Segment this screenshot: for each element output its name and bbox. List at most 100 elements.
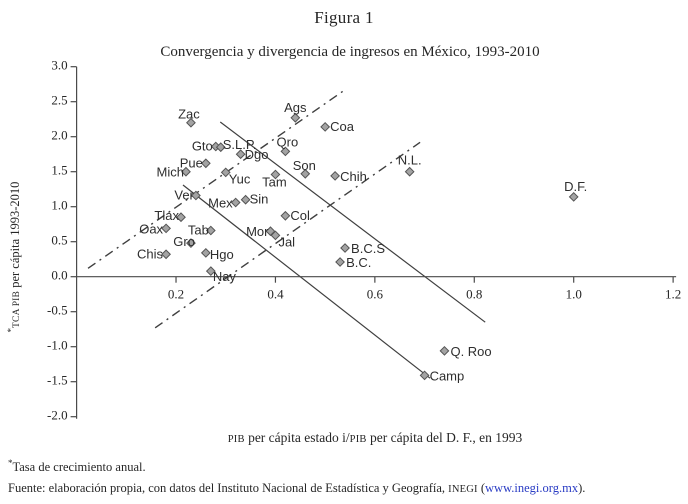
data-point-marker xyxy=(300,168,311,179)
x-axis-label: PIB per cápita estado i/PIB per cápita d… xyxy=(77,430,673,446)
y-tick-label: 1.5 xyxy=(51,163,67,178)
source-text: Fuente: elaboración propia, con datos de… xyxy=(8,481,449,495)
data-point-marker xyxy=(235,149,246,160)
data-point-label: Hgo xyxy=(210,247,234,262)
x-tick-label: 1.2 xyxy=(665,287,681,302)
data-point-marker xyxy=(280,146,291,157)
y-tick-label: -2.0 xyxy=(47,408,68,423)
data-point-marker xyxy=(230,197,241,208)
x-tick-label: 0.2 xyxy=(168,287,184,302)
data-point-label: Dgo xyxy=(245,147,269,162)
data-point-label: Coa xyxy=(330,119,355,134)
solid-trend-line xyxy=(182,184,431,379)
data-point-marker xyxy=(439,345,450,356)
data-point-marker xyxy=(419,370,430,381)
source-paren-close: ). xyxy=(578,481,586,495)
x-axis-label-pib-1: PIB xyxy=(227,434,245,445)
data-point-marker xyxy=(176,212,186,223)
y-tick-label: -0.5 xyxy=(47,303,68,318)
data-point-label: Nay xyxy=(213,269,237,284)
data-point-label: Tlax xyxy=(154,208,179,223)
data-point-marker xyxy=(161,223,171,234)
data-point-label: Gto xyxy=(192,139,213,154)
data-point-label: B.C. xyxy=(346,255,371,270)
x-tick-label: 0.8 xyxy=(466,287,482,302)
solid-trend-line xyxy=(219,121,486,323)
data-point-label: Chih xyxy=(340,169,367,184)
data-point-marker xyxy=(290,112,301,123)
y-tick-label: 1.0 xyxy=(51,198,67,213)
y-tick-label: -1.0 xyxy=(47,338,68,353)
x-axis-label-pib-2: PIB xyxy=(349,434,367,445)
data-point-label: S.L.P. xyxy=(223,137,257,152)
data-point-label: Camp xyxy=(430,368,465,383)
data-point-label: Oax xyxy=(139,221,163,236)
y-axis-label-asterisk: * xyxy=(5,327,16,333)
data-point-label: Tam xyxy=(262,175,287,190)
data-point-marker xyxy=(320,121,331,132)
data-point-label: Ver xyxy=(174,188,194,203)
data-point-label: Mor xyxy=(246,224,269,239)
dashdot-trend-line xyxy=(154,141,421,329)
y-axis-label-rest: per cápita 1993-2010 xyxy=(8,181,22,291)
data-point-label: N.L. xyxy=(398,153,422,168)
y-axis-label-smallcaps: TCA PIB xyxy=(12,290,22,328)
data-point-label: Pue xyxy=(180,155,203,170)
chart-title: Convergencia y divergencia de ingresos e… xyxy=(160,44,540,60)
data-point-label: Q. Roo xyxy=(450,344,491,359)
data-point-marker xyxy=(265,226,276,237)
data-point-marker xyxy=(186,117,196,128)
y-tick-label: -1.5 xyxy=(47,373,68,388)
data-point-marker xyxy=(280,210,291,221)
data-point-label: Mich xyxy=(157,165,184,180)
data-point-marker xyxy=(404,166,415,177)
data-point-marker xyxy=(330,170,340,181)
data-point-marker xyxy=(161,249,171,260)
data-point-marker xyxy=(186,238,196,249)
data-point-marker xyxy=(270,169,281,180)
x-tick-label: 0.6 xyxy=(367,287,384,302)
data-point-label: Sin xyxy=(250,192,269,207)
data-point-label: Mex xyxy=(208,196,233,211)
data-point-label: Qro xyxy=(277,134,299,149)
data-point-label: Col xyxy=(290,208,310,223)
y-tick-label: 3.0 xyxy=(51,58,67,73)
dashdot-trend-line xyxy=(87,89,346,269)
y-tick-label: 2.5 xyxy=(51,93,67,108)
data-point-label: Yuc xyxy=(229,171,251,186)
source-paren-open: ( xyxy=(477,481,486,495)
data-point-marker xyxy=(200,158,211,169)
data-point-marker xyxy=(215,142,226,153)
figure-title: Figura 1 xyxy=(314,8,374,27)
x-axis-label-mid: per cápita estado i/ xyxy=(244,430,350,445)
data-point-label: Gro xyxy=(173,234,195,249)
data-point-marker xyxy=(240,194,251,205)
data-point-marker xyxy=(190,190,201,201)
data-point-marker xyxy=(200,247,211,258)
data-point-marker xyxy=(205,266,216,277)
data-point-label: Ags xyxy=(284,100,307,115)
x-axis-label-end: per cápita del D. F., en 1993 xyxy=(366,430,523,445)
inegi-link[interactable]: www.inegi.org.mx xyxy=(485,481,579,495)
footnote-asterisk: * xyxy=(8,457,13,468)
data-point-marker xyxy=(340,243,350,253)
data-point-marker xyxy=(568,191,579,202)
y-tick-label: 2.0 xyxy=(51,128,67,143)
y-axis-label: *TCA PIB per cápita 1993-2010 xyxy=(5,146,23,368)
source-inegi: INEGI xyxy=(448,484,478,495)
data-point-label: Tab xyxy=(188,223,209,238)
y-tick-label: 0.0 xyxy=(51,268,67,283)
data-point-marker xyxy=(270,230,281,241)
x-tick-label: 0.4 xyxy=(267,287,284,302)
y-tick-label: 0.5 xyxy=(51,233,67,248)
x-tick-label: 1.0 xyxy=(566,287,582,302)
footnote-growth-rate: *Tasa de crecimiento anual. xyxy=(8,457,146,475)
data-point-marker xyxy=(220,167,231,178)
source-line: Fuente: elaboración propia, con datos de… xyxy=(8,481,585,496)
data-point-marker xyxy=(335,257,345,267)
data-point-label: D.F. xyxy=(564,179,587,194)
data-point-label: Zac xyxy=(178,107,200,122)
data-point-label: Jal xyxy=(278,234,295,249)
